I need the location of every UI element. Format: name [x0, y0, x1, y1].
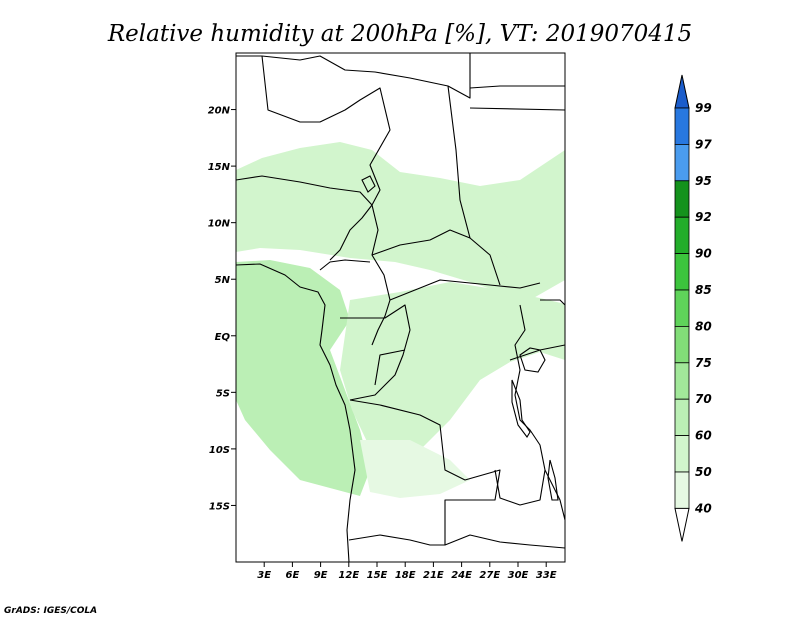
colorbar-label: 80	[695, 319, 712, 333]
lon-tick-label: 21E	[423, 570, 444, 581]
colorbar-swatch	[674, 325, 690, 364]
colorbar-swatch	[674, 471, 690, 509]
humidity-region-sudan	[372, 186, 520, 282]
coastline	[236, 263, 356, 562]
colorbar-swatch	[674, 180, 690, 218]
latitude-axis: 20N 15N 10N 5N EQ 5S 10S 15S	[208, 106, 236, 512]
border-niger-chad	[261, 55, 391, 346]
border-sahara-north	[236, 53, 565, 111]
map-frame	[235, 52, 566, 563]
figure-title: Relative humidity at 200hPa [%], VT: 201…	[107, 21, 692, 47]
lat-tick-label: EQ	[215, 332, 231, 343]
colorbar-swatch	[674, 398, 690, 437]
lon-tick-label: 33E	[536, 570, 557, 581]
map-panel: 20N 15N 10N 5N EQ 5S 10S 15S 3E 6E 9E 12E 15E 18E 21E…	[208, 52, 566, 581]
lat-tick-label: 15N	[208, 162, 231, 173]
lon-tick-label: 24E	[451, 570, 472, 581]
border-nigeria-cameroon	[236, 175, 373, 271]
lon-tick-label: 6E	[286, 570, 300, 581]
colorbar-swatch	[674, 289, 690, 327]
lake-chad	[361, 175, 376, 193]
lat-tick-label: 10N	[208, 219, 231, 230]
lon-tick-label: 18E	[395, 570, 416, 581]
lon-tick-label: 9E	[314, 570, 328, 581]
longitude-axis: 3E 6E 9E 12E 15E 18E 21E 24E 27E 30E 33E	[257, 562, 557, 581]
colorbar-label: 90	[695, 247, 712, 261]
lon-tick-label: 27E	[479, 570, 500, 581]
colorbar-swatch	[674, 216, 690, 254]
humidity-region-south	[360, 440, 470, 498]
lon-tick-label: 30E	[508, 570, 529, 581]
colorbar-swatch	[674, 107, 690, 145]
colorbar-label: 60	[695, 429, 712, 443]
colorbar-label: 85	[695, 283, 712, 297]
colorbar-label: 75	[695, 356, 712, 370]
map-boundaries	[236, 53, 565, 562]
colorbar-label: 95	[695, 174, 712, 188]
lon-tick-label: 15E	[367, 570, 388, 581]
colorbar: 40 50 60 70 75 80 85 90 92 95 97 99	[674, 74, 712, 542]
colorbar-label: 70	[695, 392, 712, 406]
colorbar-swatch	[674, 253, 690, 291]
colorbar-swatch	[674, 435, 690, 473]
border-car-sudan	[371, 85, 541, 301]
lon-tick-label: 12E	[338, 570, 359, 581]
colorbar-swatch	[674, 143, 690, 182]
colorbar-bottom-arrow	[674, 507, 690, 542]
colorbar-label: 50	[695, 465, 712, 479]
lat-tick-label: 15S	[209, 501, 230, 512]
lon-tick-label: 3E	[257, 570, 271, 581]
border-congo-drc	[340, 304, 411, 401]
colorbar-label: 40	[694, 501, 712, 515]
lake-tanganyika	[511, 379, 531, 438]
colorbar-label: 99	[695, 101, 712, 115]
colorbar-top-arrow	[674, 74, 690, 109]
lake-malawi	[547, 459, 559, 501]
border-drc-east	[494, 304, 546, 506]
border-angola-zambia	[348, 399, 501, 546]
humidity-region-central	[340, 282, 565, 460]
lake-victoria	[519, 347, 546, 373]
lat-tick-label: 5S	[216, 388, 230, 399]
colorbar-label: 92	[695, 210, 712, 224]
lat-tick-label: 5N	[215, 275, 231, 286]
lat-tick-label: 10S	[209, 445, 230, 456]
colorbar-label: 97	[695, 137, 712, 151]
humidity-field	[236, 142, 565, 498]
humidity-region-west-coast	[236, 260, 370, 496]
lat-tick-label: 20N	[208, 106, 231, 117]
colorbar-swatch	[674, 362, 690, 400]
credit-label: GrADS: IGES/COLA	[4, 606, 97, 616]
